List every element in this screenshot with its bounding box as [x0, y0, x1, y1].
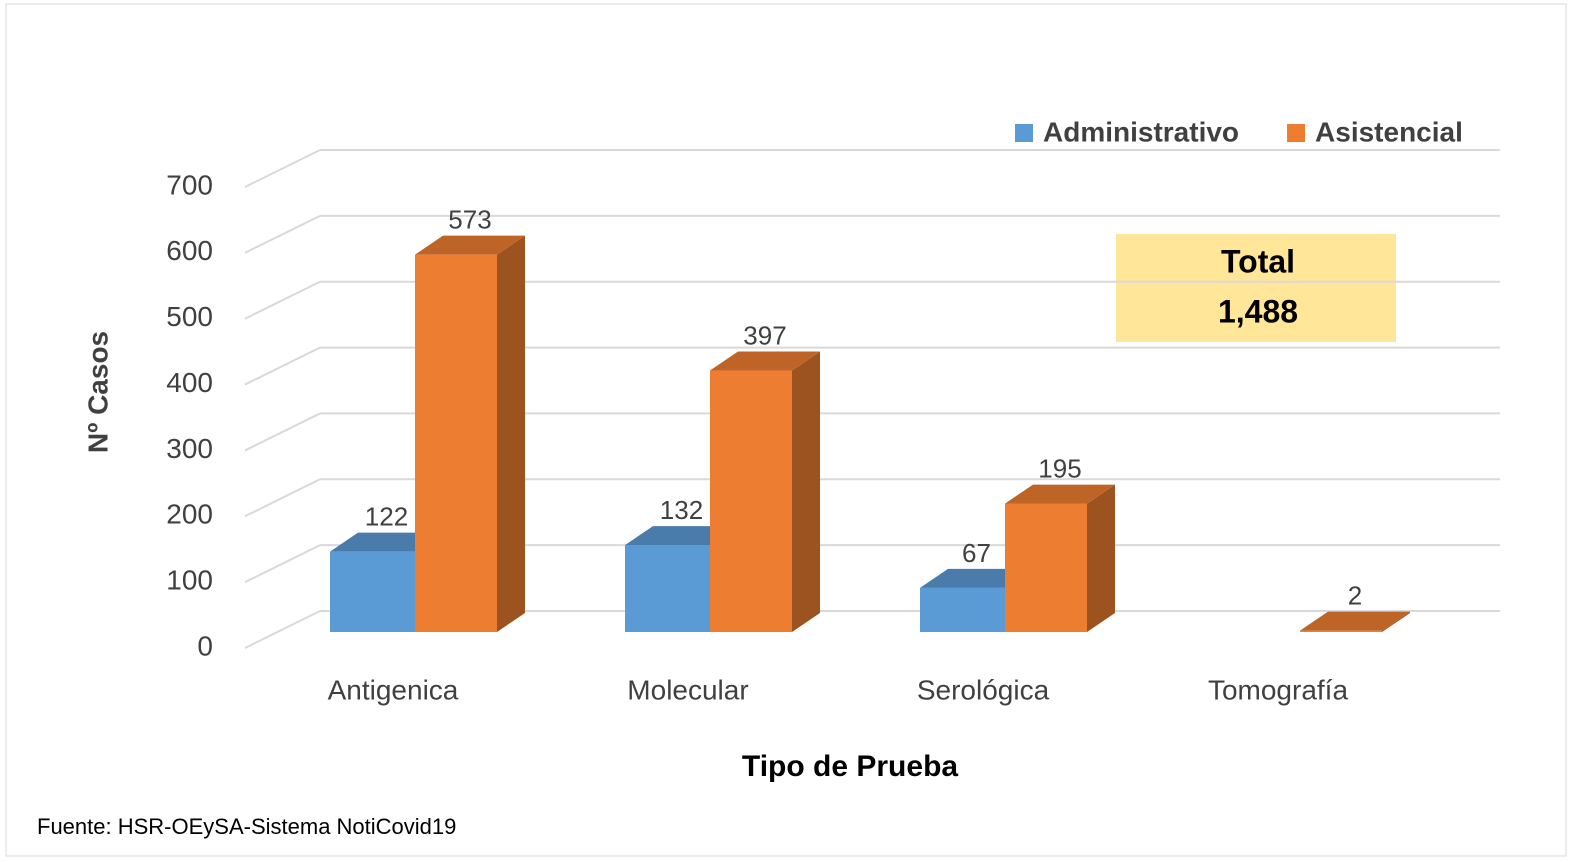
x-tick-label: Tomografía — [1208, 674, 1348, 705]
value-label: 2 — [1348, 581, 1362, 611]
value-label: 122 — [365, 502, 408, 532]
grid-line — [244, 149, 321, 188]
bar — [1005, 503, 1087, 632]
y-tick-label: 0 — [197, 630, 213, 661]
total-box — [1116, 234, 1396, 342]
y-tick-label: 100 — [166, 565, 213, 596]
x-tick-label: Antigenica — [328, 674, 459, 705]
bar-top — [710, 351, 820, 371]
bar-top — [1005, 484, 1115, 504]
value-label: 573 — [448, 205, 491, 235]
grid-line — [244, 544, 321, 584]
bar — [710, 370, 792, 632]
y-tick-label: 200 — [166, 499, 213, 530]
y-tick-label: 600 — [166, 235, 213, 266]
source-note: Fuente: HSR-OEySA-Sistema NotiCovid19 — [37, 814, 456, 839]
value-label: 195 — [1038, 453, 1081, 483]
bar-top — [920, 568, 1033, 588]
value-label: 397 — [743, 320, 786, 350]
x-tick-label: Molecular — [627, 674, 748, 705]
bar — [1300, 630, 1382, 632]
bar — [415, 254, 497, 633]
y-tick-label: 300 — [166, 433, 213, 464]
grid-line — [244, 478, 321, 518]
bar — [330, 551, 415, 632]
bar-top — [625, 526, 738, 546]
value-label: 67 — [962, 538, 991, 568]
bar — [920, 587, 1005, 632]
y-tick-label: 400 — [166, 367, 213, 398]
legend-swatch — [1015, 124, 1033, 142]
y-tick-label: 500 — [166, 301, 213, 332]
bar — [625, 545, 710, 632]
grid-line — [244, 412, 321, 452]
legend-swatch — [1287, 124, 1306, 142]
total-label: Total — [1221, 243, 1295, 279]
bar-top — [330, 532, 443, 552]
legend-label: Asistencial — [1315, 116, 1463, 147]
total-value: 1,488 — [1218, 293, 1298, 329]
y-axis-title: Nº Casos — [82, 331, 113, 453]
grid-line — [244, 346, 321, 386]
grid-line — [244, 214, 321, 254]
bar-top — [415, 235, 525, 255]
bar-side — [1087, 484, 1115, 632]
bar-top — [1300, 611, 1410, 631]
grid-line — [244, 610, 321, 649]
bar-side — [1382, 611, 1410, 632]
value-label: 132 — [660, 495, 703, 525]
y-tick-label: 700 — [166, 169, 213, 200]
bar-side — [497, 235, 525, 633]
grid-line — [244, 280, 321, 320]
x-tick-label: Serológica — [917, 674, 1050, 705]
bar-side — [792, 351, 820, 632]
x-axis-title: Tipo de Prueba — [742, 750, 958, 783]
legend-label: Administrativo — [1043, 116, 1239, 147]
